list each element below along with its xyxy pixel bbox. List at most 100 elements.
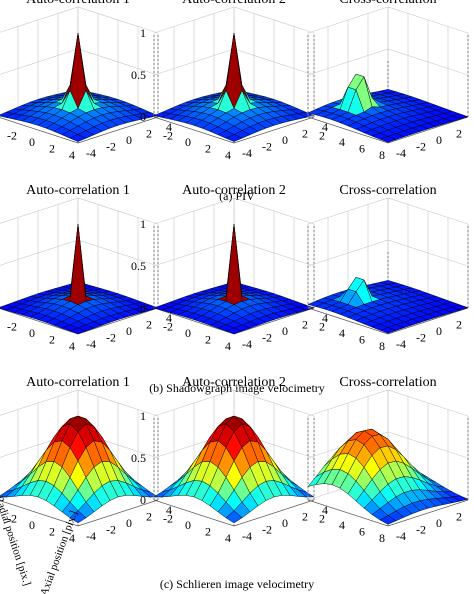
y-tick-label: 0 [436, 516, 442, 530]
y-tick-label: 4 [166, 311, 172, 325]
panel-title: Auto-correlation 1 [26, 0, 130, 7]
z-tick-label: 1 [140, 26, 146, 40]
x-tick-label: 6 [359, 525, 365, 539]
surface-cell [379, 515, 397, 525]
z-tick-label: 0 [140, 110, 146, 124]
panel-title: Cross-correlation [339, 0, 436, 7]
panel-title: Auto-correlation 2 [182, 183, 286, 198]
y-tick-label: 0 [282, 133, 288, 147]
x-tick-label: 2 [205, 142, 211, 156]
y-tick-label: 0 [282, 516, 288, 530]
caption-row-c: (c) Schlieren image velocimetry [160, 577, 314, 591]
x-tick-label: 4 [69, 531, 75, 545]
x-tick-label: 2 [319, 129, 325, 143]
y-tick-label: 2 [302, 127, 308, 141]
y-tick-label: -2 [262, 523, 272, 537]
surface-cell [379, 327, 397, 334]
y-tick-label: 2 [456, 127, 462, 141]
x-tick-label: 0 [29, 135, 35, 149]
x-tick-label: 4 [69, 339, 75, 353]
x-tick-label: 6 [359, 142, 365, 156]
y-tick-label: -4 [242, 337, 252, 351]
panel-title: Auto-correlation 2 [182, 375, 286, 390]
panel-title: Auto-correlation 1 [26, 375, 130, 390]
y-tick-label: 2 [146, 510, 152, 524]
surface-mesh [153, 223, 315, 335]
y-tick-label: -4 [86, 146, 96, 160]
y-axis-label: Axial position [pix.] [38, 509, 80, 594]
y-tick-label: 0 [126, 324, 132, 338]
caption-row-a: (a) PIV [219, 189, 255, 203]
x-tick-label: 2 [49, 333, 55, 347]
x-tick-label: -2 [7, 320, 17, 334]
surface-cell [379, 136, 397, 143]
y-tick-label: 0 [436, 324, 442, 338]
x-tick-label: 2 [49, 525, 55, 539]
x-tick-label: 4 [69, 148, 75, 162]
y-tick-label: -2 [106, 140, 116, 154]
y-tick-label: -2 [416, 523, 426, 537]
y-tick-label: -2 [262, 331, 272, 345]
x-axis-label: Radial position [pix.] [0, 494, 33, 587]
x-tick-label: -2 [7, 512, 17, 526]
x-tick-label: 2 [205, 333, 211, 347]
y-tick-label: -4 [242, 529, 252, 543]
surface-mesh [153, 32, 315, 142]
x-tick-label: 2 [49, 142, 55, 156]
y-tick-label: 4 [166, 503, 172, 517]
y-tick-label: 4 [322, 311, 328, 325]
x-tick-label: 8 [379, 148, 385, 162]
y-tick-label: 0 [436, 133, 442, 147]
y-tick-label: 4 [166, 120, 172, 134]
x-tick-label: 4 [225, 531, 231, 545]
y-tick-label: -4 [396, 146, 406, 160]
y-tick-label: 2 [456, 510, 462, 524]
y-tick-label: 0 [126, 133, 132, 147]
y-tick-label: 2 [146, 127, 152, 141]
surface-mesh [0, 32, 159, 142]
x-tick-label: -2 [163, 320, 173, 334]
x-tick-label: -2 [163, 512, 173, 526]
x-tick-label: 8 [379, 531, 385, 545]
y-tick-label: -4 [396, 337, 406, 351]
x-tick-label: 0 [29, 326, 35, 340]
surface-cell [225, 510, 243, 524]
x-tick-label: 4 [339, 326, 345, 340]
x-tick-label: 4 [225, 339, 231, 353]
surface-cell [69, 134, 87, 142]
y-tick-label: 4 [322, 120, 328, 134]
x-tick-label: 4 [339, 135, 345, 149]
x-tick-label: 0 [185, 518, 191, 532]
surface-mesh [153, 415, 315, 524]
panel-title: Auto-correlation 1 [26, 183, 130, 198]
x-tick-label: 6 [359, 333, 365, 347]
surface-cell [225, 223, 243, 305]
panel-title: Cross-correlation [339, 375, 436, 390]
surface-mesh [307, 428, 469, 525]
x-tick-label: 2 [319, 320, 325, 334]
y-tick-label: -2 [416, 140, 426, 154]
y-tick-label: 2 [146, 318, 152, 332]
y-tick-label: -4 [86, 337, 96, 351]
surface-cell [69, 327, 87, 335]
surface-mesh [0, 415, 159, 524]
y-tick-label: 2 [456, 318, 462, 332]
x-tick-label: 0 [29, 518, 35, 532]
surface-mesh [307, 276, 469, 334]
y-tick-label: -2 [106, 523, 116, 537]
y-tick-label: -2 [416, 331, 426, 345]
x-tick-label: 4 [225, 148, 231, 162]
x-tick-label: 0 [185, 326, 191, 340]
surface-cell [69, 510, 87, 524]
surface-panel-8: Auto-correlation 200.51-2 0 2 4 -4 -2 0 2 4 [131, 375, 328, 545]
z-tick-label: 1 [140, 409, 146, 423]
x-tick-label: -2 [7, 129, 17, 143]
z-tick-label: 0.5 [131, 68, 146, 82]
y-tick-label: -2 [262, 140, 272, 154]
y-tick-label: 2 [302, 318, 308, 332]
